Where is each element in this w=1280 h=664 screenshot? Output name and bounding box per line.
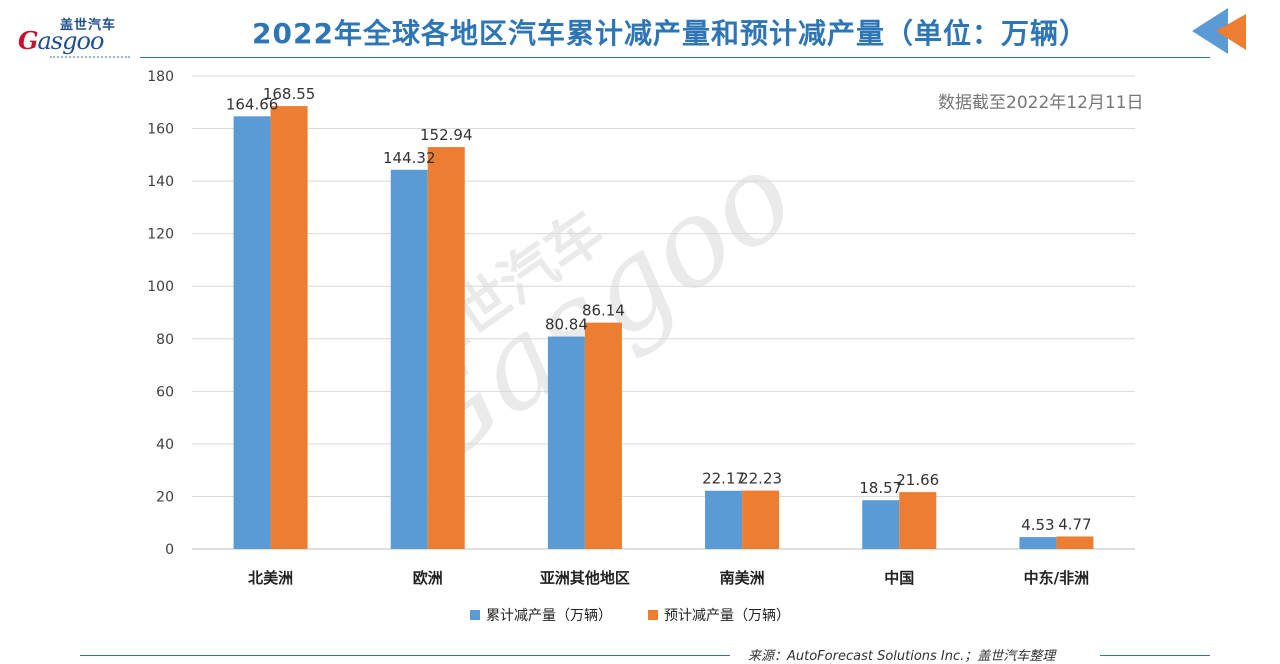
y-tick-label: 40 [156, 437, 174, 453]
legend-swatch-series2 [648, 610, 658, 620]
legend-swatch-series1 [470, 610, 480, 620]
bar-cumulative [390, 169, 428, 550]
y-tick-label: 20 [156, 489, 174, 505]
data-label: 18.57 [859, 479, 902, 497]
footer-divider-right [1100, 655, 1210, 656]
title-divider [140, 57, 1210, 58]
bar-cumulative [862, 500, 900, 549]
data-label: 144.32 [383, 149, 436, 167]
logo-chinese-text: 盖世汽车 [60, 18, 117, 33]
bar-forecast [742, 490, 780, 549]
bar-forecast [584, 322, 622, 549]
bar-cumulative [1019, 537, 1057, 549]
data-label: 21.66 [896, 471, 939, 489]
footer-divider-left [80, 655, 730, 656]
legend-item-series1: 累计减产量（万辆） [470, 605, 612, 625]
chart-title: 2022年全球各地区汽车累计减产量和预计减产量（单位：万辆） [252, 17, 1088, 50]
data-label: 22.17 [702, 470, 745, 488]
bar-forecast [427, 147, 465, 549]
y-tick-label: 80 [156, 332, 174, 348]
legend-item-series2: 预计减产量（万辆） [648, 605, 790, 625]
corner-arrow-icon [1192, 8, 1246, 54]
bar-cumulative [547, 336, 585, 549]
logo-english-text: Gasgoo [18, 26, 105, 55]
bar-forecast [899, 492, 937, 549]
data-label: 86.14 [582, 302, 625, 320]
bar-forecast [270, 106, 308, 549]
x-tick-label: 中东/非洲 [1024, 569, 1089, 587]
logo-underline [50, 56, 130, 60]
data-label: 164.66 [226, 95, 279, 113]
data-label: 168.55 [263, 85, 316, 103]
y-tick-label: 100 [147, 279, 174, 295]
data-label: 4.53 [1021, 516, 1054, 534]
x-tick-label: 中国 [884, 569, 914, 587]
x-tick-label: 北美洲 [248, 569, 293, 587]
y-tick-label: 0 [165, 542, 174, 558]
legend-label-series2: 预计减产量（万辆） [664, 608, 790, 624]
bar-forecast [1056, 536, 1094, 549]
x-tick-label: 亚洲其他地区 [540, 569, 630, 587]
bar-cumulative [233, 116, 271, 549]
logo-letter-g: G [18, 26, 38, 55]
data-label: 4.77 [1058, 515, 1091, 533]
bar-cumulative [705, 490, 743, 549]
data-label: 80.84 [545, 316, 588, 334]
x-tick-label: 南美洲 [720, 569, 765, 587]
y-tick-label: 180 [147, 69, 174, 85]
logo-letters-rest: asgoo [37, 27, 105, 55]
chart-legend: 累计减产量（万辆） 预计减产量（万辆） [470, 605, 790, 625]
y-tick-label: 120 [147, 227, 174, 243]
data-label: 152.94 [420, 126, 473, 144]
source-note: 来源：AutoForecast Solutions Inc.；盖世汽车整理 [748, 649, 1056, 664]
x-tick-label: 欧洲 [413, 569, 443, 587]
data-label: 22.23 [739, 470, 782, 488]
legend-label-series1: 累计减产量（万辆） [486, 608, 612, 624]
gasgoo-logo: 盖世汽车 Gasgoo [18, 14, 138, 64]
y-tick-label: 140 [147, 174, 174, 190]
y-tick-label: 60 [156, 384, 174, 400]
y-tick-label: 160 [147, 122, 174, 138]
data-date-note: 数据截至2022年12月11日 [938, 93, 1144, 113]
